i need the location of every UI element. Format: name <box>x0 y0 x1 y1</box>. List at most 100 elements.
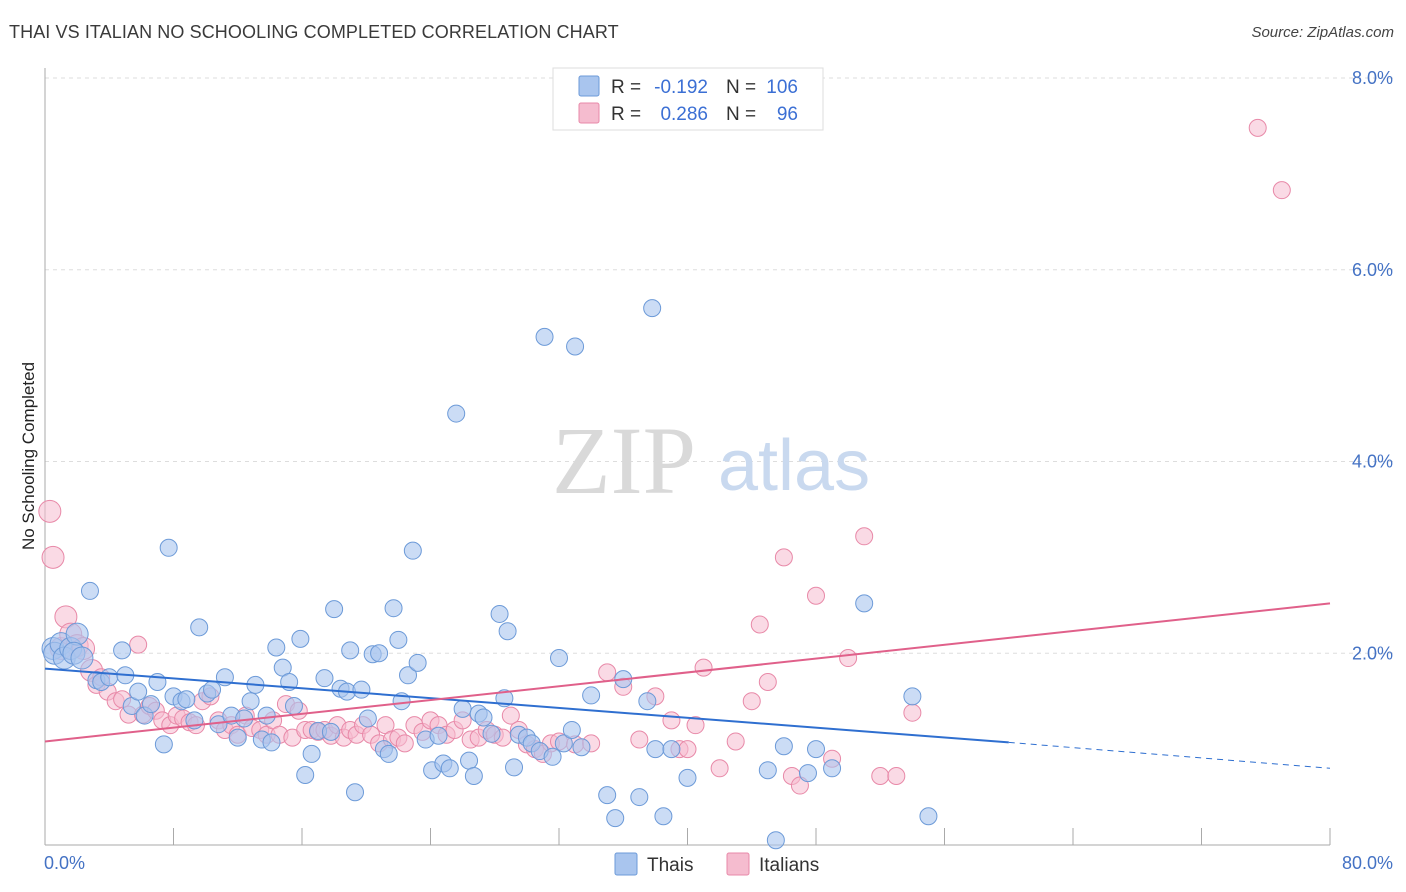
thais-point <box>919 807 938 826</box>
thais-point <box>582 686 601 705</box>
thais-point <box>464 766 483 785</box>
italians-point <box>598 663 617 682</box>
watermark-zip: ZIP <box>552 407 696 514</box>
thais-point <box>823 759 842 778</box>
thais-point <box>100 668 119 687</box>
thais-point <box>490 604 509 623</box>
thais-point <box>447 404 466 423</box>
bottom-legend: Thais Italians <box>614 852 819 876</box>
legend-n-label: N = <box>726 77 756 98</box>
source-label: Source: ZipAtlas.com <box>1251 24 1394 41</box>
thais-point <box>389 630 408 649</box>
thais-point <box>302 744 321 763</box>
italians-point <box>726 732 745 751</box>
italians-point <box>855 527 874 546</box>
thais-point <box>159 538 178 557</box>
italians-point <box>678 740 697 759</box>
thais-point <box>267 638 286 657</box>
thais-point <box>855 594 874 613</box>
thais-point <box>460 751 479 770</box>
thais-point <box>543 747 562 766</box>
thais-point <box>177 690 196 709</box>
italians-point <box>710 759 729 778</box>
thais-point <box>129 682 148 701</box>
axes <box>44 68 1331 846</box>
legend-r-value: -0.192 <box>654 77 708 98</box>
thais-trend-line <box>44 667 1009 744</box>
italians-point <box>686 716 705 735</box>
y-tick-label: 2.0% <box>1352 643 1393 663</box>
thais-point <box>758 761 777 780</box>
legend-n-value: 96 <box>777 104 798 125</box>
thais-point <box>403 541 422 560</box>
thais-point <box>384 599 403 618</box>
legend-n-value: 106 <box>766 77 798 98</box>
thais-point <box>80 581 99 600</box>
thais-point <box>474 708 493 727</box>
thais-point <box>630 788 649 807</box>
thais-point <box>643 299 662 318</box>
thais-point <box>440 759 459 778</box>
x-tick-label: 80.0% <box>1342 853 1393 873</box>
thais-point <box>566 337 585 356</box>
thais-point <box>65 622 89 646</box>
thais-point <box>262 733 281 752</box>
thais-point <box>535 327 554 346</box>
legend-swatch-thais <box>578 75 600 97</box>
y-tick-label: 8.0% <box>1352 68 1393 88</box>
thais-point <box>453 699 472 718</box>
thais-point <box>482 724 501 743</box>
thais-point <box>654 807 673 826</box>
thais-point <box>498 622 517 641</box>
thais-point <box>370 644 389 663</box>
grid-lines <box>45 77 1395 654</box>
bottom-legend-swatch-thais <box>614 852 638 876</box>
top-legend: R = -0.192 N = 106 R = 0.286 N = 96 <box>552 67 824 131</box>
thais-point <box>550 649 568 668</box>
italians-point <box>662 711 681 730</box>
thais-point <box>315 669 334 688</box>
thais-trend-extension <box>1008 741 1331 769</box>
thais-point <box>598 786 617 805</box>
thais-point <box>352 680 371 699</box>
thais-point <box>638 692 657 711</box>
thais-point <box>358 709 377 728</box>
legend-r-label: R = <box>611 104 641 125</box>
legend-swatch-italians <box>578 102 600 124</box>
thais-point <box>190 618 209 637</box>
x-tick-label: 0.0% <box>44 853 85 873</box>
thais-point <box>284 696 303 715</box>
thais-point <box>662 740 681 759</box>
thais-point <box>296 766 315 785</box>
y-tick-label: 4.0% <box>1352 452 1393 472</box>
italians-point <box>774 548 793 567</box>
y-axis-label: No Schooling Completed <box>19 362 38 550</box>
thais-point <box>774 737 793 756</box>
thais-point <box>408 653 427 672</box>
thais-point <box>798 764 817 783</box>
thais-point <box>903 687 922 706</box>
italians-point <box>807 586 825 605</box>
legend-n-label: N = <box>726 104 756 125</box>
thais-point <box>228 728 247 747</box>
thais-point <box>70 646 94 670</box>
thais-point <box>807 740 825 759</box>
thais-point <box>554 734 573 753</box>
italians-point <box>395 734 414 753</box>
thais-point <box>154 735 173 754</box>
thais-point <box>606 809 625 828</box>
thais-points <box>41 299 938 850</box>
italians-point <box>1272 181 1291 200</box>
tick-labels: 2.0% 4.0% 6.0% 8.0% 0.0% 80.0% <box>44 68 1393 873</box>
thais-point <box>572 738 591 757</box>
italians-point <box>694 658 713 677</box>
thais-point <box>646 740 665 759</box>
thais-point <box>203 680 222 699</box>
italians-trend-line <box>44 602 1331 743</box>
italians-point <box>742 692 761 711</box>
thais-point <box>346 783 365 802</box>
bottom-legend-thais: Thais <box>647 855 693 876</box>
italians-point <box>903 703 922 722</box>
italians-point <box>887 766 906 785</box>
